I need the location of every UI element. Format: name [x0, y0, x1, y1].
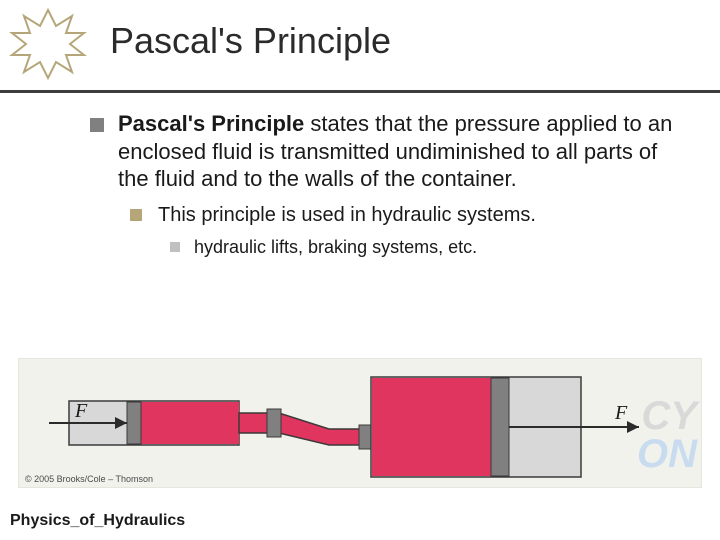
bullet-level-1: Pascal's Principle states that the press…	[90, 110, 680, 193]
right-fluid	[372, 378, 492, 476]
right-piston	[491, 378, 509, 476]
bold-lead: Pascal's Principle	[118, 111, 304, 136]
content-area: Pascal's Principle states that the press…	[90, 110, 680, 258]
left-piston	[127, 402, 141, 444]
force-label-left: F	[74, 400, 88, 422]
hyperlink-text[interactable]: Physics_of_Hydraulics	[10, 512, 185, 530]
connecting-pipe	[239, 413, 369, 445]
diagram-copyright: © 2005 Brooks/Cole – Thomson	[25, 474, 153, 484]
title-underline	[0, 90, 720, 93]
hydraulic-diagram: CY ON F F	[18, 358, 702, 488]
starburst-icon	[8, 8, 88, 80]
pipe-collar-left	[267, 409, 281, 437]
left-fluid	[139, 402, 239, 444]
force-label-right: F	[614, 402, 628, 424]
bullet-level-2: This principle is used in hydraulic syst…	[130, 203, 680, 228]
slide-title: Pascal's Principle	[110, 20, 391, 62]
watermark-bottom: ON	[637, 432, 698, 476]
slide: Pascal's Principle Pascal's Principle st…	[0, 0, 720, 540]
hydraulic-svg: CY ON F F	[19, 359, 703, 489]
bullet-level-3: hydraulic lifts, braking systems, etc.	[170, 236, 680, 259]
